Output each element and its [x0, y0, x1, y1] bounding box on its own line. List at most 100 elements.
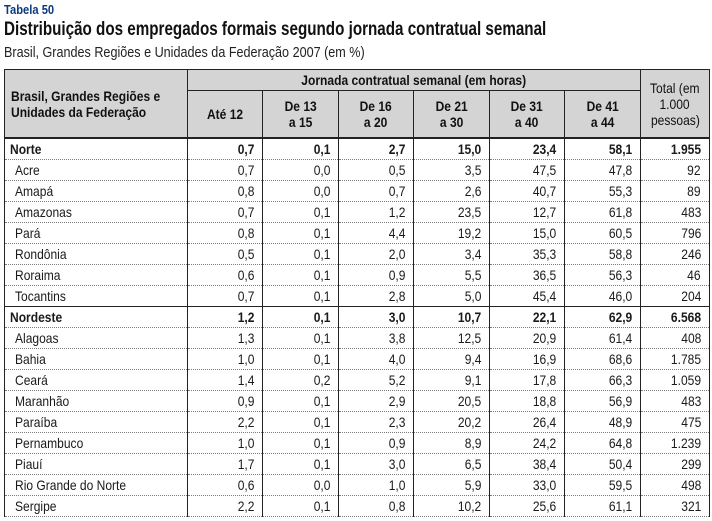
percent-cell: 0,8	[338, 495, 414, 517]
percent-cell: 8,9	[413, 432, 490, 454]
cell-value: 6.568	[670, 309, 702, 325]
cell-value: 299	[680, 456, 702, 472]
cell-value: 0,1	[313, 225, 330, 241]
total-cell: 92	[640, 159, 711, 181]
percent-cell: 66,3	[563, 369, 642, 391]
percent-cell: 20,9	[489, 327, 565, 349]
cell-value: 20,5	[457, 393, 481, 409]
state-row: Paraíba 2,2 0,1 2,3 20,2 26,4 48,9 475	[4, 411, 711, 433]
percent-cell: 0,6	[187, 474, 263, 496]
percent-cell: 35,3	[489, 243, 565, 265]
cell-value: 38,4	[532, 456, 556, 472]
row-name-text: Amazonas	[15, 204, 72, 220]
percent-cell: 2,0	[338, 243, 414, 265]
percent-cell: 4,0	[338, 348, 414, 370]
cell-value: 0,1	[313, 435, 330, 451]
cell-value: 0,8	[237, 225, 254, 241]
row-name: Maranhão	[4, 390, 188, 412]
cell-value: 1.239	[670, 435, 702, 451]
cell-value: 61,4	[608, 330, 633, 346]
cell-value: 2,9	[388, 393, 405, 409]
column-header: De 13 a 15	[262, 90, 339, 139]
column-header-line1: De 13	[284, 98, 317, 114]
state-row: Bahia 1,0 0,1 4,0 9,4 16,9 68,6 1.785	[4, 348, 711, 370]
cell-value: 0,1	[313, 351, 330, 367]
percent-cell: 0,2	[262, 369, 339, 391]
percent-cell: 0,6	[187, 264, 263, 286]
percent-cell: 0,1	[262, 285, 339, 307]
percent-cell: 0,1	[262, 201, 339, 223]
row-name-text: Sergipe	[15, 498, 57, 514]
cell-value: 0,9	[388, 435, 405, 451]
percent-cell: 25,6	[489, 495, 565, 517]
total-cell: 483	[640, 201, 711, 223]
percent-cell: 61,4	[563, 327, 642, 349]
percent-cell: 0,0	[262, 159, 339, 181]
total-cell: 299	[640, 453, 711, 475]
cell-value: 0,6	[237, 477, 254, 493]
percent-cell: 4,4	[338, 222, 414, 244]
cell-value: 1,2	[388, 204, 405, 220]
cell-value: 1,7	[237, 456, 254, 472]
total-cell: 1.785	[640, 348, 711, 370]
cell-value: 62,9	[608, 309, 633, 325]
total-header-line1: Total (em	[650, 79, 700, 96]
row-name: Amapá	[4, 180, 188, 202]
cell-value: 58,8	[608, 246, 633, 262]
column-header-line2: a 15	[288, 114, 313, 130]
row-name: Sergipe	[4, 495, 188, 517]
percent-cell: 0,1	[262, 327, 339, 349]
cell-value: 92	[687, 162, 702, 178]
column-header: De 41 a 44	[563, 90, 642, 139]
cell-value: 0,2	[313, 372, 330, 388]
row-name-text: Alagoas	[15, 330, 59, 346]
cell-value: 1.059	[670, 372, 702, 388]
row-name: Rio Grande do Norte	[4, 474, 188, 496]
percent-cell: 2,3	[338, 411, 414, 433]
total-cell: 46	[640, 264, 711, 286]
data-table: Brasil, Grandes Regiões e Unidades da Fe…	[4, 69, 711, 517]
total-header-line2: 1.000	[659, 95, 691, 112]
cell-value: 0,5	[388, 162, 405, 178]
cell-value: 0,8	[388, 498, 405, 514]
percent-cell: 1,3	[187, 327, 263, 349]
row-name: Pernambuco	[4, 432, 188, 454]
percent-cell: 55,3	[563, 180, 642, 202]
cell-value: 0,1	[313, 330, 330, 346]
cell-value: 475	[680, 414, 702, 430]
percent-cell: 10,7	[413, 306, 490, 328]
cell-value: 66,3	[608, 372, 633, 388]
table-header: Brasil, Grandes Regiões e Unidades da Fe…	[4, 69, 711, 139]
percent-cell: 0,1	[262, 306, 339, 328]
row-name: Norte	[4, 137, 188, 160]
percent-cell: 0,5	[338, 159, 414, 181]
percent-cell: 3,0	[338, 306, 414, 328]
percent-cell: 0,7	[187, 285, 263, 307]
cell-value: 40,7	[532, 183, 556, 199]
cell-value: 23,4	[532, 141, 556, 157]
total-cell: 796	[640, 222, 711, 244]
percent-cell: 23,4	[489, 137, 565, 160]
cell-value: 12,7	[532, 204, 556, 220]
percent-cell: 15,0	[413, 137, 490, 160]
percent-cell: 0,1	[262, 390, 339, 412]
cell-value: 19,2	[457, 225, 481, 241]
row-name-text: Pernambuco	[15, 435, 84, 451]
cell-value: 1,0	[237, 351, 254, 367]
percent-cell: 2,6	[413, 180, 490, 202]
cell-value: 5,5	[464, 267, 481, 283]
percent-cell: 58,8	[563, 243, 642, 265]
cell-value: 46	[687, 267, 702, 283]
group-header: Jornada contratual semanal (em horas)	[186, 69, 642, 91]
cell-value: 16,9	[532, 351, 556, 367]
column-header-line1: De 21	[435, 98, 468, 114]
cell-value: 1,0	[237, 435, 254, 451]
cell-value: 1,0	[388, 477, 405, 493]
total-cell: 6.568	[640, 306, 711, 328]
cell-value: 4,4	[388, 225, 405, 241]
percent-cell: 12,7	[489, 201, 565, 223]
percent-cell: 0,1	[262, 137, 339, 160]
percent-cell: 60,5	[563, 222, 642, 244]
state-row: Maranhão 0,9 0,1 2,9 20,5 18,8 56,9 483	[4, 390, 711, 412]
